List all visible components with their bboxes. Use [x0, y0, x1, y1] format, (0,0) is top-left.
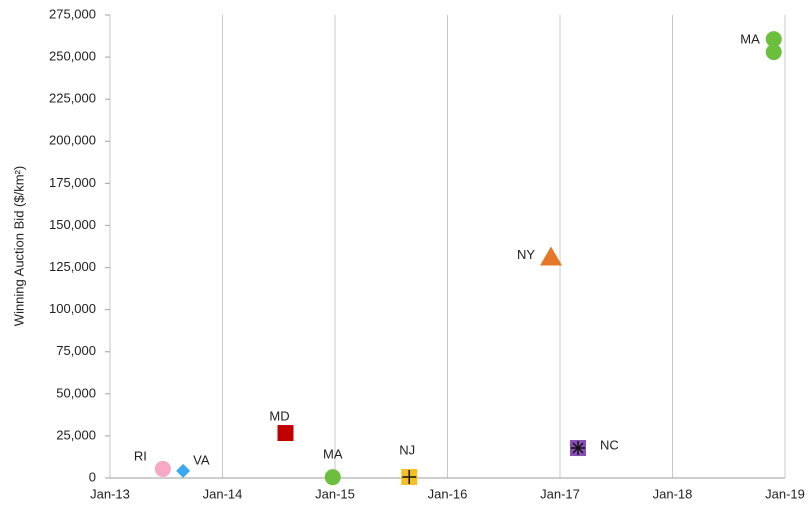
y-tick-label: 25,000: [56, 427, 96, 442]
x-tick-label: Jan-14: [203, 486, 243, 501]
point-label: NY: [517, 247, 535, 262]
x-tick-label: Jan-15: [315, 486, 355, 501]
y-tick-label: 75,000: [56, 343, 96, 358]
point-label: NJ: [399, 442, 415, 457]
point-label: NC: [600, 437, 619, 452]
point-body: [277, 425, 294, 442]
point-label: RI: [134, 448, 147, 463]
y-tick-label: 150,000: [49, 217, 96, 232]
point: [540, 246, 562, 266]
point: [401, 468, 418, 485]
y-tick-label: 100,000: [49, 301, 96, 316]
point: [277, 425, 294, 442]
x-tick-label: Jan-18: [653, 486, 693, 501]
point: [570, 440, 586, 457]
y-tick-label: 275,000: [49, 6, 96, 21]
y-axis-label: Winning Auction Bid ($/km²): [11, 166, 26, 326]
point: [324, 469, 341, 486]
y-tick-label: 175,000: [49, 175, 96, 190]
point-label: MD: [269, 408, 289, 423]
point-label: VA: [193, 452, 210, 467]
point-glyph: [572, 442, 584, 454]
y-tick-label: 250,000: [49, 49, 96, 64]
point-label: MA: [323, 447, 343, 462]
y-tick-label: 50,000: [56, 385, 96, 400]
x-tick-label: Jan-19: [765, 486, 805, 501]
y-tick-label: 225,000: [49, 91, 96, 106]
point-glyph: [402, 469, 417, 484]
y-tick-label: 200,000: [49, 133, 96, 148]
point: [176, 463, 191, 478]
point: [765, 31, 782, 48]
y-tick-label: 125,000: [49, 259, 96, 274]
y-tick-label: 0: [89, 469, 96, 484]
x-tick-label: Jan-13: [90, 486, 130, 501]
x-tick-label: Jan-17: [540, 486, 580, 501]
point: [154, 460, 171, 477]
point-label: MA: [740, 32, 760, 47]
x-tick-label: Jan-16: [428, 486, 468, 501]
point: [765, 44, 782, 61]
